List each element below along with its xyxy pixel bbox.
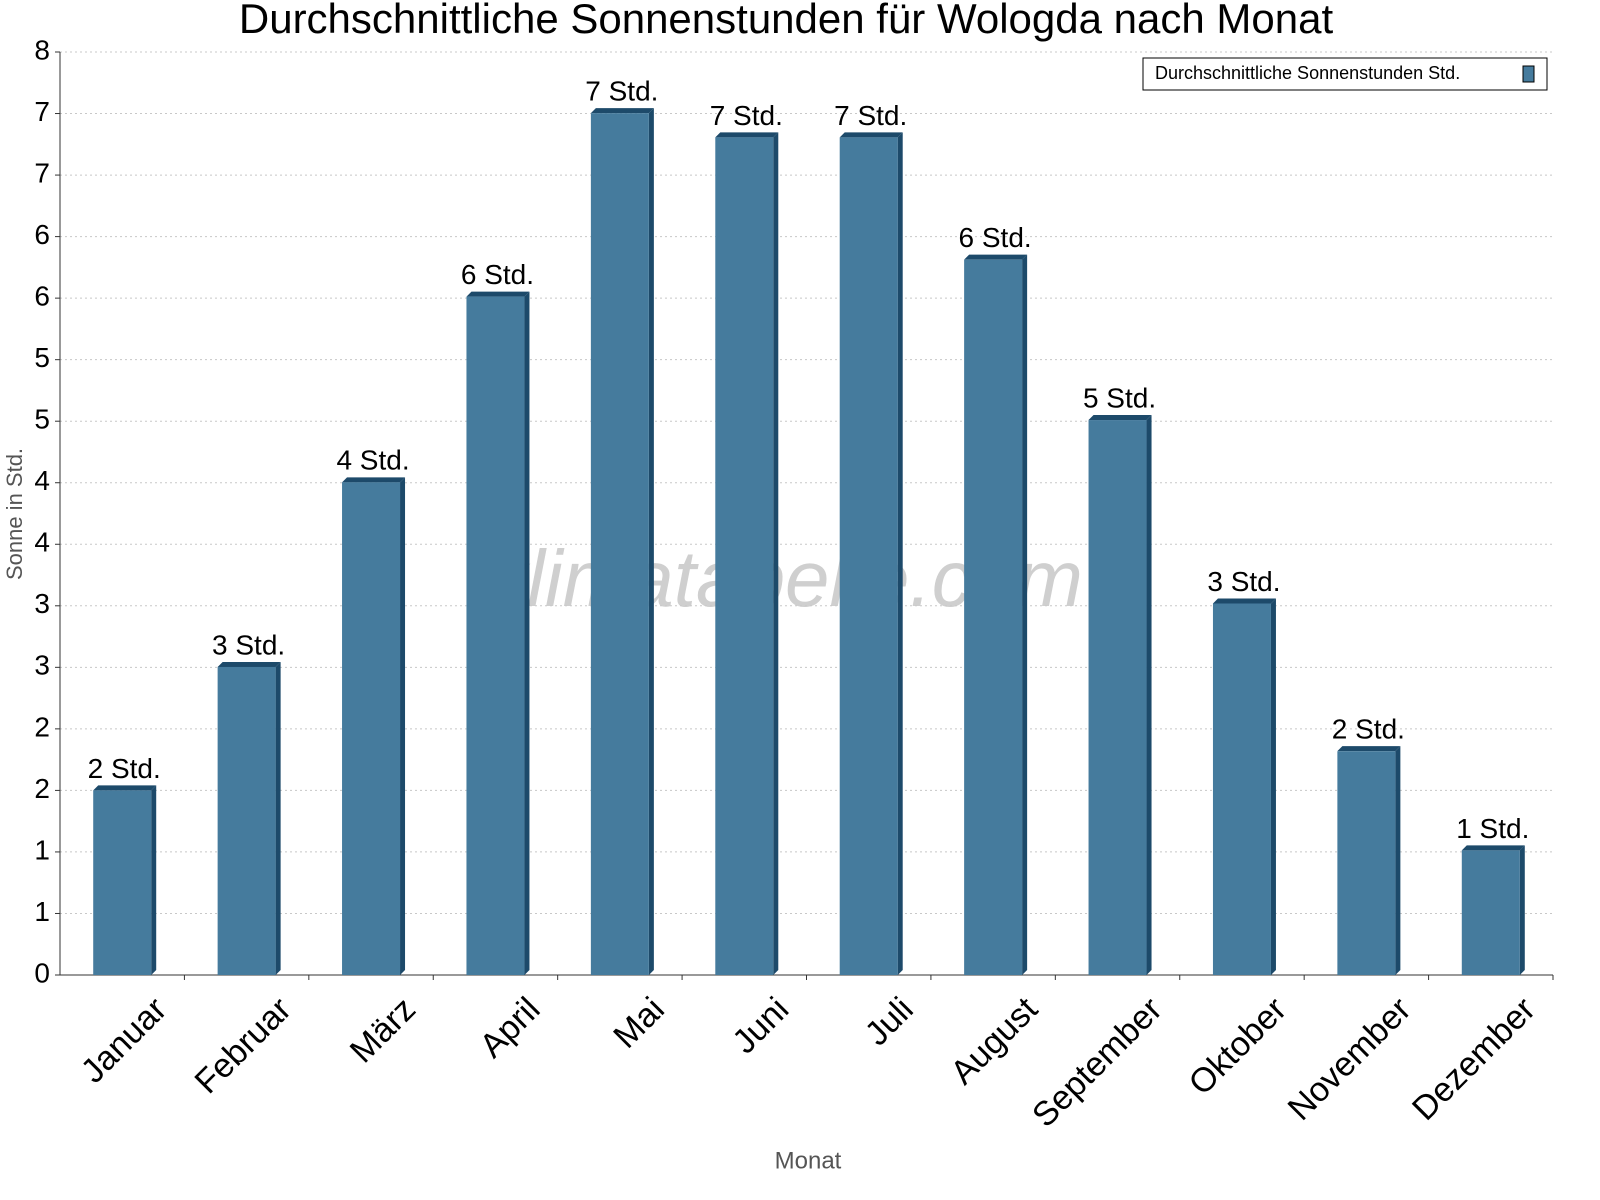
y-axis-title: Sonne in Std. — [2, 448, 27, 580]
bar-top — [590, 108, 654, 114]
bar-top — [93, 785, 157, 791]
bar-top — [1212, 598, 1276, 604]
value-label: 3 Std. — [212, 629, 285, 660]
value-label: 7 Std. — [710, 100, 783, 131]
y-tick-label: 4 — [34, 465, 50, 496]
x-tick-label: März — [343, 990, 423, 1070]
bar-side — [400, 477, 406, 975]
value-label: 7 Std. — [585, 76, 658, 107]
bar — [715, 137, 774, 975]
bar-top — [342, 477, 406, 483]
y-tick-label: 8 — [34, 34, 50, 65]
bar — [1461, 850, 1520, 975]
bar — [342, 482, 401, 975]
x-tick-label: April — [472, 990, 547, 1065]
y-tick-label: 7 — [34, 96, 50, 127]
y-tick-label: 3 — [34, 588, 50, 619]
x-tick-label: Januar — [74, 990, 174, 1090]
bar-top — [1337, 746, 1401, 752]
value-label: 6 Std. — [959, 222, 1032, 253]
x-tick-label: Oktober — [1182, 990, 1294, 1102]
bar-side — [275, 661, 281, 975]
bar-side — [524, 291, 530, 976]
legend-box — [1142, 57, 1548, 91]
x-tick-label: Dezember — [1405, 990, 1543, 1128]
bar-top — [715, 132, 779, 138]
value-label: 1 Std. — [1456, 813, 1529, 844]
bar — [964, 259, 1023, 975]
bar-top — [217, 661, 281, 667]
value-label: 2 Std. — [88, 753, 161, 784]
bar-side — [1022, 254, 1028, 976]
y-tick-label: 2 — [34, 773, 50, 804]
bar — [217, 666, 276, 975]
bar-side — [1395, 746, 1401, 975]
bar-side — [897, 132, 903, 975]
y-tick-label: 1 — [34, 896, 50, 927]
legend-label: Durchschnittliche Sonnenstunden Std. — [1155, 63, 1460, 83]
bar-side — [773, 132, 779, 975]
bar — [1337, 751, 1396, 975]
x-tick-label: Juni — [725, 990, 796, 1061]
bar-top — [1461, 845, 1525, 851]
x-tick-label: Juli — [858, 990, 921, 1053]
bar — [466, 296, 525, 976]
y-tick-label: 6 — [34, 219, 50, 250]
bar-top — [839, 132, 903, 138]
bar — [1212, 603, 1271, 975]
x-tick-label: Mai — [606, 990, 672, 1056]
bar — [93, 790, 152, 975]
bar-top — [1088, 415, 1152, 421]
x-tick-label: November — [1281, 990, 1419, 1128]
x-tick-label: August — [943, 990, 1045, 1092]
y-tick-label: 3 — [34, 650, 50, 681]
bar-top — [964, 254, 1028, 260]
bar — [839, 137, 898, 975]
x-axis-title: Monat — [775, 1147, 842, 1174]
value-label: 2 Std. — [1332, 714, 1405, 745]
bar-top — [466, 291, 530, 297]
y-tick-label: 6 — [34, 281, 50, 312]
bar-side — [1146, 415, 1152, 975]
bar-side — [151, 785, 157, 975]
value-label: 3 Std. — [1207, 566, 1280, 597]
value-label: 6 Std. — [461, 259, 534, 290]
y-tick-label: 1 — [34, 834, 50, 865]
value-label: 7 Std. — [834, 100, 907, 131]
x-tick-label: Februar — [188, 990, 299, 1101]
y-tick-label: 0 — [34, 957, 50, 988]
bar — [590, 113, 649, 976]
legend-swatch — [1522, 65, 1535, 83]
bar-side — [1270, 598, 1276, 975]
y-tick-label: 4 — [34, 527, 50, 558]
bar — [1088, 420, 1147, 975]
y-tick-label: 2 — [34, 711, 50, 742]
x-tick-label: September — [1025, 990, 1169, 1134]
y-tick-label: 5 — [34, 404, 50, 435]
bar-side — [1519, 845, 1525, 975]
value-label: 4 Std. — [336, 445, 409, 476]
bar-side — [648, 108, 654, 976]
value-label: 5 Std. — [1083, 382, 1156, 413]
chart-title: Durchschnittliche Sonnenstunden für Wolo… — [239, 0, 1334, 42]
y-tick-label: 5 — [34, 342, 50, 373]
y-tick-label: 7 — [34, 157, 50, 188]
